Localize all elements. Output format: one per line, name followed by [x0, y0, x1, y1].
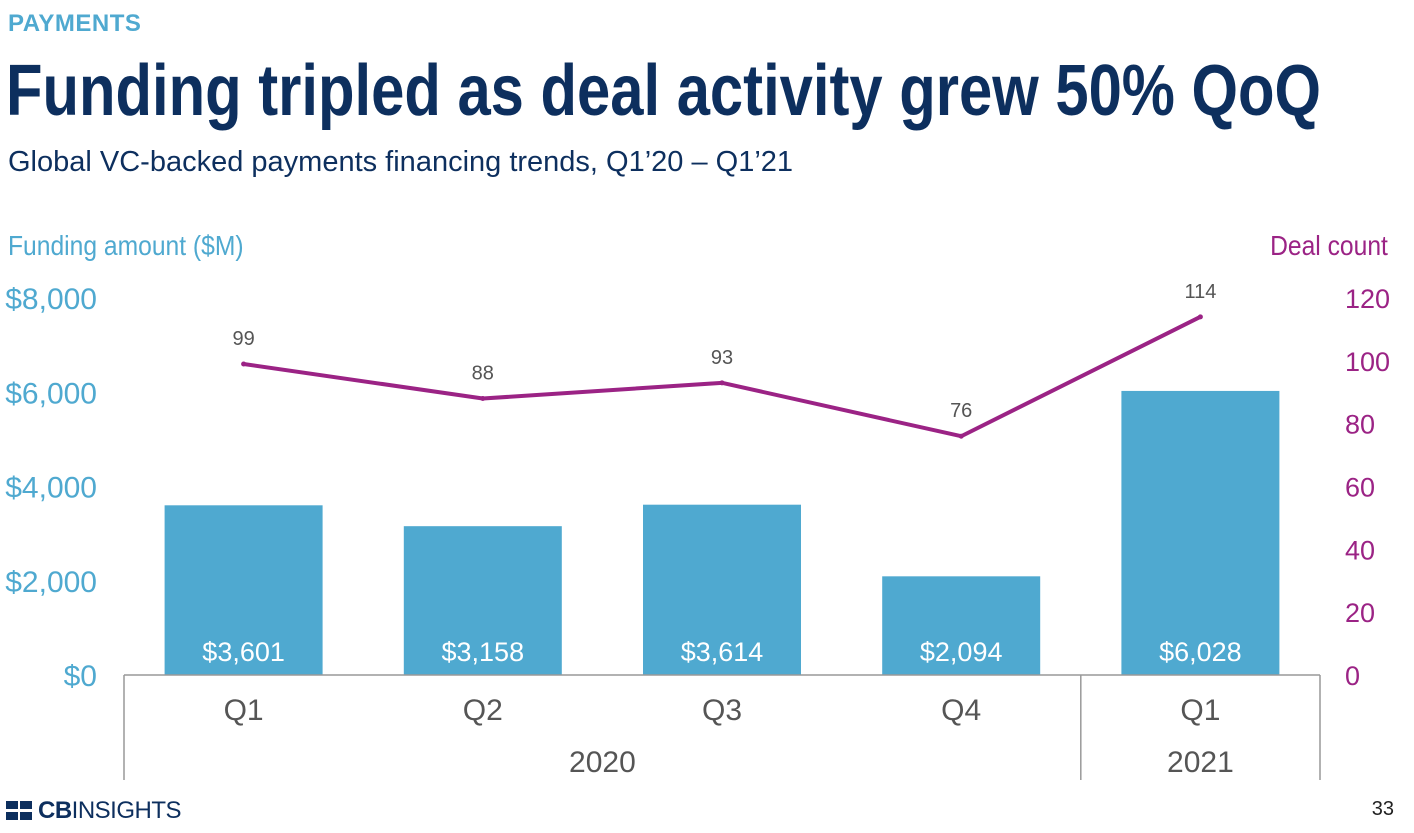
y-tick-label-left: $0: [64, 660, 97, 693]
y-tick-label-left: $2,000: [5, 566, 97, 599]
y-tick-label-right: 20: [1345, 598, 1375, 628]
bar: [1121, 390, 1280, 675]
bar: [164, 505, 323, 675]
line-point: [958, 433, 964, 439]
x-tick-label: Q1: [224, 694, 264, 727]
x-group-label: 2020: [569, 746, 636, 779]
bar: [403, 526, 562, 675]
line-point: [480, 396, 486, 402]
line-value-label: 88: [472, 363, 494, 385]
y-axis-label-right: Deal count: [1270, 230, 1388, 261]
logo-text: CBINSIGHTS: [38, 797, 182, 824]
bar-value-label: $6,028: [1159, 637, 1242, 667]
x-tick-label: Q2: [463, 694, 503, 727]
bar: [882, 576, 1041, 675]
y-tick-label-right: 120: [1345, 284, 1390, 314]
cb-insights-logo: CBINSIGHTS: [6, 797, 182, 825]
y-tick-label-right: 80: [1345, 410, 1375, 440]
y-tick-label-right: 0: [1345, 661, 1360, 691]
page-subtitle: Global VC-backed payments financing tren…: [8, 146, 794, 178]
line-point: [241, 361, 247, 367]
line-value-label: 114: [1184, 281, 1216, 303]
x-tick-label: Q4: [941, 694, 981, 727]
page-title: Funding tripled as deal activity grew 50…: [6, 51, 1322, 131]
section-label: PAYMENTS: [8, 10, 142, 37]
bar-value-label: $3,601: [202, 637, 285, 667]
deal-count-line: [243, 315, 1202, 439]
bar-value-label: $3,158: [442, 637, 525, 667]
bar-value-label: $3,614: [681, 637, 764, 667]
x-group-label: 2021: [1167, 746, 1234, 779]
line-value-label: 76: [950, 400, 972, 422]
bar-value-label: $2,094: [920, 637, 1003, 667]
y-tick-label-left: $4,000: [5, 472, 97, 505]
y-tick-label-left: $6,000: [5, 377, 97, 410]
page-number: 33: [1371, 798, 1394, 820]
y-tick-label-left: $8,000: [5, 283, 97, 316]
y-tick-label-right: 60: [1345, 473, 1375, 503]
y-tick-label-right: 40: [1345, 535, 1375, 565]
line-value-label: 99: [232, 328, 254, 350]
bar: [643, 504, 801, 675]
y-axis-label-left: Funding amount ($M): [8, 230, 244, 261]
cb-insights-logo-icon: [6, 801, 34, 821]
y-tick-label-right: 100: [1345, 347, 1390, 377]
line-point: [1197, 314, 1203, 320]
line-value-label: 93: [711, 347, 733, 369]
line-point: [719, 380, 725, 386]
x-tick-label: Q1: [1180, 694, 1220, 727]
x-tick-label: Q3: [702, 694, 742, 727]
